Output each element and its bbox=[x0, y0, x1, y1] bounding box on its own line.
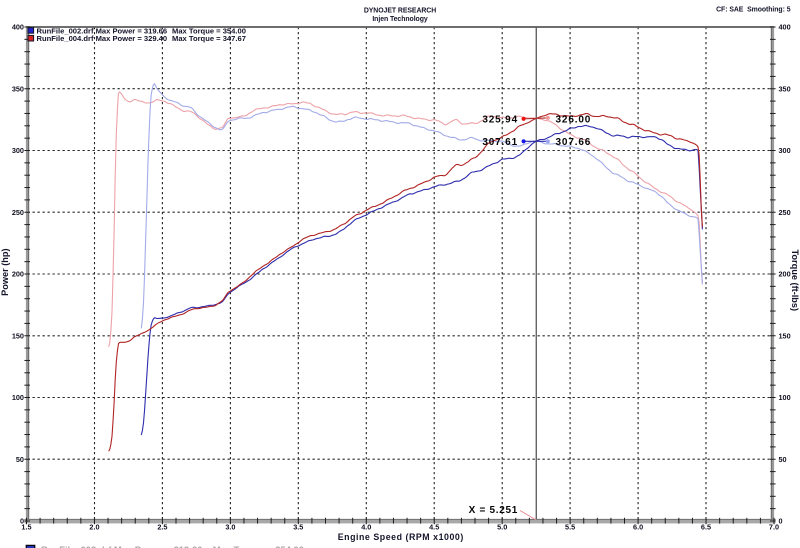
svg-text:Torque (ft-lbs): Torque (ft-lbs) bbox=[790, 250, 800, 312]
svg-text:6.5: 6.5 bbox=[701, 522, 711, 531]
svg-text:300: 300 bbox=[12, 146, 24, 155]
svg-text:325.94: 325.94 bbox=[482, 114, 518, 125]
svg-text:1.5: 1.5 bbox=[21, 522, 31, 531]
svg-text:50: 50 bbox=[779, 455, 787, 464]
svg-text:DYNOJET RESEARCH: DYNOJET RESEARCH bbox=[364, 8, 436, 15]
svg-text:X = 5.251: X = 5.251 bbox=[469, 505, 518, 516]
svg-text:3.5: 3.5 bbox=[293, 522, 303, 531]
svg-text:250: 250 bbox=[12, 208, 24, 217]
svg-text:6.0: 6.0 bbox=[633, 522, 643, 531]
svg-text:350: 350 bbox=[779, 84, 791, 93]
svg-text:5.5: 5.5 bbox=[565, 522, 575, 531]
svg-text:150: 150 bbox=[779, 331, 791, 340]
svg-text:4.0: 4.0 bbox=[361, 522, 371, 531]
svg-text:400: 400 bbox=[779, 23, 791, 32]
svg-text:Engine Speed (RPM x1000): Engine Speed (RPM x1000) bbox=[338, 532, 464, 542]
svg-text:Power (hp): Power (hp) bbox=[0, 248, 10, 295]
svg-text:300: 300 bbox=[779, 146, 791, 155]
svg-text:350: 350 bbox=[12, 84, 24, 93]
svg-text:Max Torque = 347.67: Max Torque = 347.67 bbox=[172, 34, 246, 43]
svg-text:307.66: 307.66 bbox=[556, 137, 592, 148]
svg-text:326.00: 326.00 bbox=[556, 114, 592, 125]
svg-text:307.61: 307.61 bbox=[482, 137, 518, 148]
svg-text:100: 100 bbox=[779, 393, 791, 402]
svg-text:RunFile_004.drf Max Power = 32: RunFile_004.drf Max Power = 329.40 bbox=[37, 34, 168, 43]
svg-text:7.0: 7.0 bbox=[769, 522, 779, 531]
svg-text:Max Torque = 354.00: Max Torque = 354.00 bbox=[172, 26, 246, 35]
svg-text:0: 0 bbox=[20, 517, 24, 526]
svg-text:150: 150 bbox=[12, 331, 24, 340]
svg-text:RunFile_002.drf Max Power = 31: RunFile_002.drf Max Power = 319.66 bbox=[37, 26, 168, 35]
svg-text:4.5: 4.5 bbox=[429, 522, 439, 531]
svg-text:2.5: 2.5 bbox=[157, 522, 167, 531]
svg-text:200: 200 bbox=[779, 270, 791, 279]
svg-text:0: 0 bbox=[779, 517, 783, 526]
svg-text:CF: SAE Smoothing: 5: CF: SAE Smoothing: 5 bbox=[716, 6, 791, 13]
svg-text:200: 200 bbox=[12, 270, 24, 279]
svg-text:5.0: 5.0 bbox=[497, 522, 507, 531]
svg-text:100: 100 bbox=[12, 393, 24, 402]
svg-text:Injen Technology: Injen Technology bbox=[372, 16, 428, 23]
svg-text:50: 50 bbox=[16, 455, 24, 464]
svg-text:400: 400 bbox=[12, 23, 24, 32]
svg-text:250: 250 bbox=[779, 208, 791, 217]
svg-text:2.0: 2.0 bbox=[89, 522, 99, 531]
svg-text:3.0: 3.0 bbox=[225, 522, 235, 531]
svg-text:RunFile_002.drf Max Power = 31: RunFile_002.drf Max Power = 319.66 Max T… bbox=[41, 544, 304, 548]
